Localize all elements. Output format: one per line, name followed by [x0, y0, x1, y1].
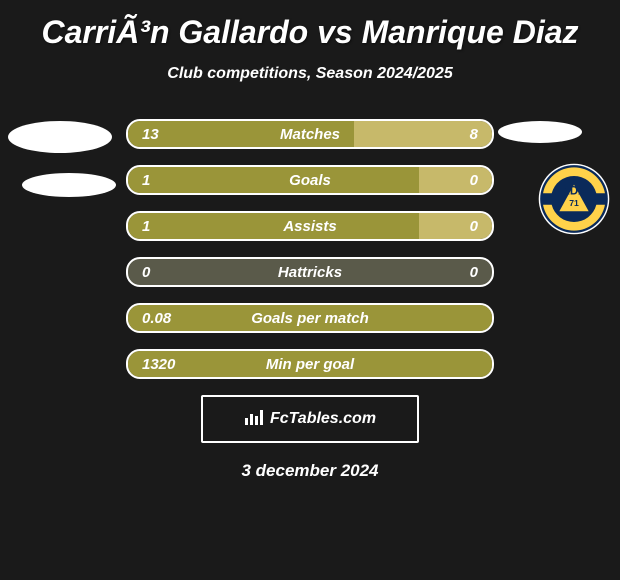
stat-value-right: 0 [470, 167, 478, 193]
stat-label: Assists [128, 213, 492, 239]
chart-icon [244, 408, 264, 431]
stat-value-right: 0 [470, 259, 478, 285]
stat-bar: 0Hattricks0 [126, 257, 494, 287]
date-text: 3 december 2024 [0, 461, 620, 481]
comparison-content: ADA 71 13Matches81Goals01Assists00Hattri… [0, 119, 620, 481]
svg-text:71: 71 [569, 198, 579, 208]
stat-label: Matches [128, 121, 492, 147]
page-title: CarriÃ³n Gallardo vs Manrique Diaz [0, 0, 620, 51]
stat-label: Goals per match [128, 305, 492, 331]
player-left-placeholder-1 [8, 121, 112, 153]
stat-label: Goals [128, 167, 492, 193]
club-logo: ADA 71 [538, 163, 610, 235]
stat-bar: 1320Min per goal [126, 349, 494, 379]
player-right-placeholder [498, 121, 582, 143]
stat-value-right: 8 [470, 121, 478, 147]
svg-text:ADA: ADA [562, 186, 588, 198]
stat-bar: 0.08Goals per match [126, 303, 494, 333]
stat-bars: 13Matches81Goals01Assists00Hattricks00.0… [126, 119, 494, 379]
stat-bar: 1Goals0 [126, 165, 494, 195]
stat-value-right: 0 [470, 213, 478, 239]
stat-label: Hattricks [128, 259, 492, 285]
subtitle: Club competitions, Season 2024/2025 [0, 65, 620, 83]
stat-bar: 1Assists0 [126, 211, 494, 241]
stat-label: Min per goal [128, 351, 492, 377]
brand-box: FcTables.com [201, 395, 419, 443]
stat-bar: 13Matches8 [126, 119, 494, 149]
player-left-placeholder-2 [22, 173, 116, 197]
brand-text: FcTables.com [270, 410, 376, 428]
